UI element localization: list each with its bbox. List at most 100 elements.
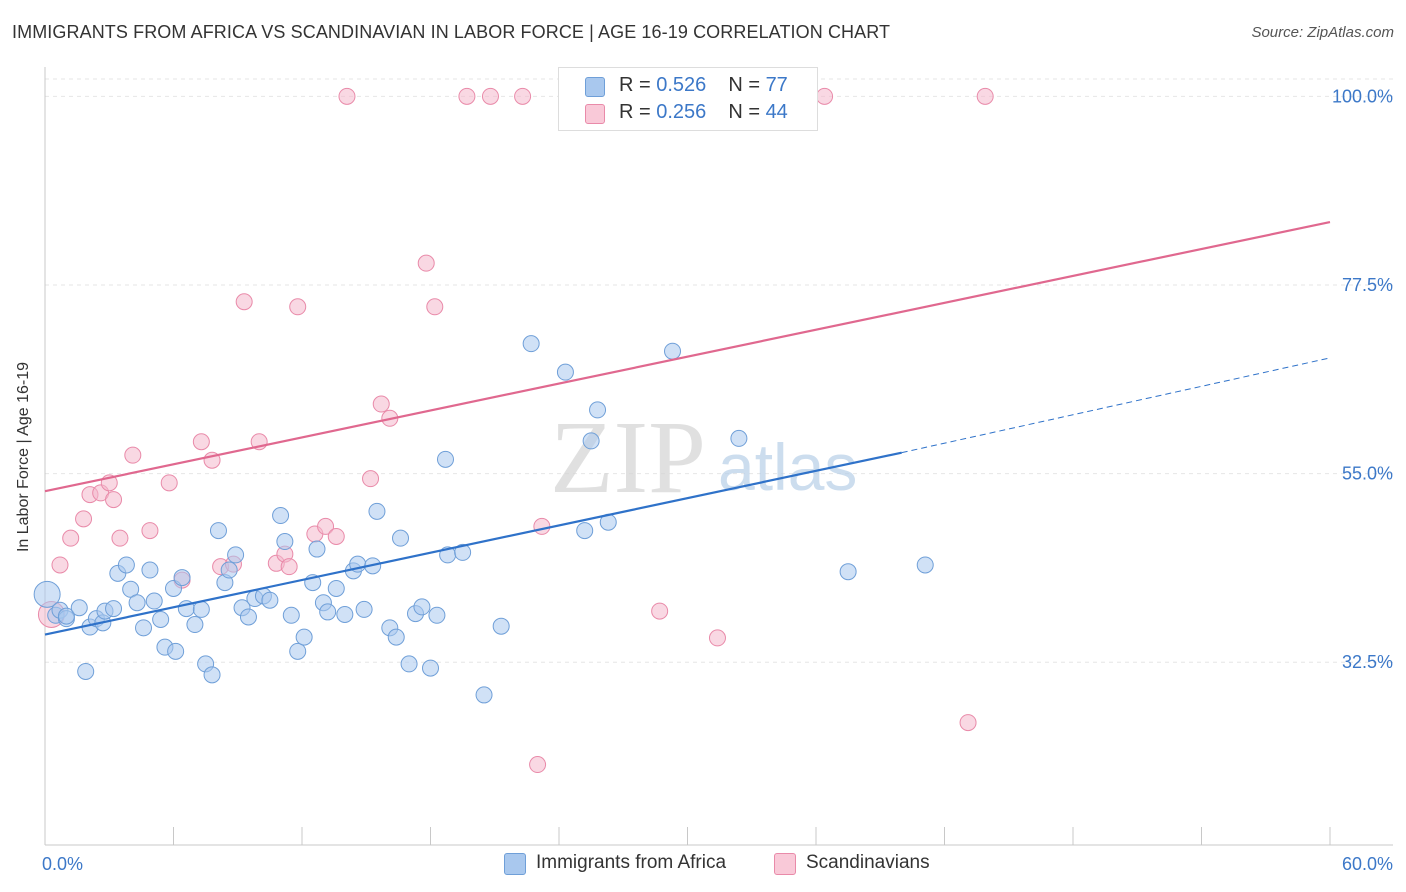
- point-immigrants-from-africa: [57, 607, 75, 625]
- legend-r-label: R =: [619, 101, 651, 123]
- chart-title: IMMIGRANTS FROM AFRICA VS SCANDINAVIAN I…: [12, 22, 891, 42]
- point-immigrants-from-africa: [336, 605, 354, 623]
- point-scandinavians: [317, 517, 335, 535]
- point-immigrants-from-africa: [319, 603, 337, 621]
- point-immigrants-from-africa: [582, 432, 600, 450]
- bottom-legend-swatch-blue: [504, 853, 526, 875]
- point-immigrants-from-africa: [428, 606, 446, 624]
- points-immigrants-from-africa: [33, 335, 934, 704]
- legend-n-blue: 77: [765, 74, 788, 96]
- point-scandinavians: [327, 527, 345, 545]
- point-scandinavians: [417, 254, 435, 272]
- point-scandinavians: [192, 433, 210, 451]
- point-scandinavians: [105, 491, 123, 509]
- point-scandinavians: [362, 470, 380, 488]
- watermark-zip: ZIP: [550, 400, 706, 515]
- point-immigrants-from-africa: [135, 619, 153, 637]
- point-immigrants-from-africa: [413, 598, 431, 616]
- point-immigrants-from-africa: [730, 429, 748, 447]
- y-tick-label: 32.5%: [1342, 652, 1393, 672]
- point-scandinavians: [708, 629, 726, 647]
- bottom-legend-swatch-pink: [774, 853, 796, 875]
- point-scandinavians: [529, 756, 547, 774]
- point-immigrants-from-africa: [77, 662, 95, 680]
- point-immigrants-from-africa: [272, 507, 290, 525]
- point-immigrants-from-africa: [422, 659, 439, 677]
- point-immigrants-from-africa: [475, 686, 493, 704]
- point-scandinavians: [235, 293, 253, 311]
- point-immigrants-from-africa: [308, 540, 326, 558]
- point-immigrants-from-africa: [105, 600, 123, 618]
- point-immigrants-from-africa: [167, 642, 185, 660]
- point-scandinavians: [533, 517, 551, 535]
- trend-line-scandinavians: [44, 221, 1331, 493]
- point-scandinavians: [338, 87, 356, 105]
- legend-r-blue: 0.526: [656, 74, 707, 96]
- point-immigrants-from-africa: [295, 628, 313, 646]
- legend-r-label: R =: [619, 74, 651, 96]
- point-immigrants-from-africa: [454, 543, 472, 561]
- point-scandinavians: [959, 714, 977, 732]
- x-tick-label: 60.0%: [1342, 854, 1393, 874]
- x-tick-label: 0.0%: [42, 854, 83, 874]
- correlation-legend: R = 0.526 N = 77 R = 0.256 N = 44: [558, 67, 818, 131]
- tick-labels: 32.5% 55.0% 77.5% 100.0% 0.0% 60.0%: [42, 86, 1393, 874]
- point-scandinavians: [160, 474, 178, 492]
- bottom-legend-label-pink: Scandinavians: [806, 852, 930, 873]
- point-immigrants-from-africa: [492, 617, 510, 635]
- trend-extension-immigrants-from-africa: [901, 357, 1331, 454]
- y-tick-label: 55.0%: [1342, 464, 1393, 484]
- point-immigrants-from-africa: [355, 600, 373, 618]
- point-immigrants-from-africa: [152, 610, 170, 628]
- y-tick-label: 100.0%: [1332, 86, 1393, 106]
- legend-n-label: N =: [728, 74, 760, 96]
- point-immigrants-from-africa: [276, 533, 294, 551]
- point-scandinavians: [372, 395, 390, 413]
- point-immigrants-from-africa: [916, 556, 934, 574]
- point-scandinavians: [111, 529, 129, 547]
- point-immigrants-from-africa: [209, 522, 227, 540]
- point-scandinavians: [280, 558, 298, 576]
- trend-line-immigrants-from-africa: [44, 451, 902, 636]
- y-tick-label: 77.5%: [1342, 275, 1393, 295]
- legend-r-pink: 0.256: [656, 101, 707, 123]
- point-immigrants-from-africa: [261, 591, 279, 609]
- point-immigrants-from-africa: [203, 666, 221, 684]
- trend-layer: [44, 221, 1331, 636]
- point-scandinavians: [124, 446, 142, 464]
- point-immigrants-from-africa: [173, 569, 191, 587]
- legend-n-pink: 44: [765, 101, 788, 123]
- point-scandinavians: [651, 602, 669, 620]
- point-immigrants-from-africa: [400, 655, 418, 673]
- legend-swatch-blue: [585, 77, 605, 97]
- legend-swatch-pink: [585, 104, 605, 124]
- point-immigrants-from-africa: [839, 563, 857, 581]
- point-scandinavians: [62, 529, 80, 547]
- point-immigrants-from-africa: [589, 401, 607, 419]
- point-scandinavians: [481, 87, 499, 105]
- point-immigrants-from-africa: [186, 616, 204, 634]
- point-immigrants-from-africa: [327, 579, 345, 597]
- point-immigrants-from-africa: [664, 342, 682, 360]
- point-immigrants-from-africa: [141, 561, 159, 579]
- point-immigrants-from-africa: [128, 594, 146, 612]
- axis-layer: [44, 67, 1393, 846]
- point-immigrants-from-africa: [145, 592, 163, 610]
- point-scandinavians: [141, 522, 159, 540]
- point-immigrants-from-africa: [239, 608, 257, 626]
- point-scandinavians: [75, 510, 93, 528]
- point-scandinavians: [514, 87, 532, 105]
- point-immigrants-from-africa: [392, 529, 410, 547]
- point-immigrants-from-africa: [282, 606, 300, 624]
- y-axis-label: In Labor Force | Age 16-19: [15, 361, 32, 553]
- point-immigrants-from-africa: [436, 450, 454, 468]
- point-immigrants-from-africa: [289, 642, 307, 660]
- point-immigrants-from-africa: [220, 561, 238, 579]
- point-immigrants-from-africa: [368, 502, 386, 520]
- point-immigrants-from-africa: [556, 363, 574, 381]
- point-scandinavians: [289, 298, 307, 316]
- point-immigrants-from-africa: [576, 522, 594, 540]
- point-scandinavians: [458, 87, 476, 105]
- point-scandinavians: [816, 87, 834, 105]
